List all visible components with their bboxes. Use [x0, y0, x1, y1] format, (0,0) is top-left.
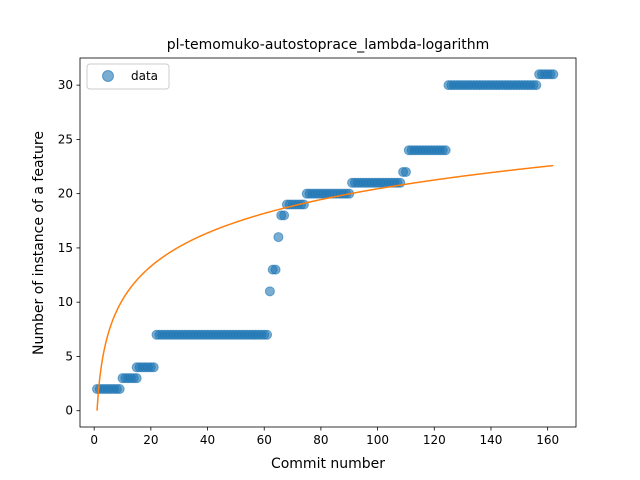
y-tick-label: 0 [65, 404, 73, 418]
y-tick-label: 10 [58, 295, 73, 309]
legend-label-data: data [131, 69, 158, 83]
data-point [274, 233, 283, 242]
x-tick-label: 80 [313, 433, 328, 447]
data-point [441, 146, 450, 155]
y-tick-label: 15 [58, 241, 73, 255]
x-tick-label: 100 [366, 433, 389, 447]
y-tick-label: 30 [58, 78, 73, 92]
data-point [280, 211, 289, 220]
data-point [263, 330, 272, 339]
data-point [549, 70, 558, 79]
x-tick-label: 60 [257, 433, 272, 447]
data-point [132, 374, 141, 383]
data-point [271, 265, 280, 274]
y-tick-label: 20 [58, 187, 73, 201]
y-axis-label: Number of instance of a feature [31, 131, 47, 355]
data-point [265, 287, 274, 296]
x-tick-label: 140 [480, 433, 503, 447]
x-tick-label: 20 [143, 433, 158, 447]
x-tick-label: 160 [536, 433, 559, 447]
x-tick-label: 40 [200, 433, 215, 447]
data-point [115, 385, 124, 394]
y-tick-label: 25 [58, 132, 73, 146]
x-tick-label: 0 [90, 433, 98, 447]
data-point [532, 81, 541, 90]
legend: data [87, 64, 169, 89]
data-point [401, 167, 410, 176]
legend-marker-data [103, 71, 114, 82]
data-point [149, 363, 158, 372]
x-tick-label: 120 [423, 433, 446, 447]
y-tick-label: 5 [65, 349, 73, 363]
x-axis-label: Commit number [271, 456, 385, 472]
chart-title: pl-temomuko-autostoprace_lambda-logarith… [167, 37, 490, 53]
